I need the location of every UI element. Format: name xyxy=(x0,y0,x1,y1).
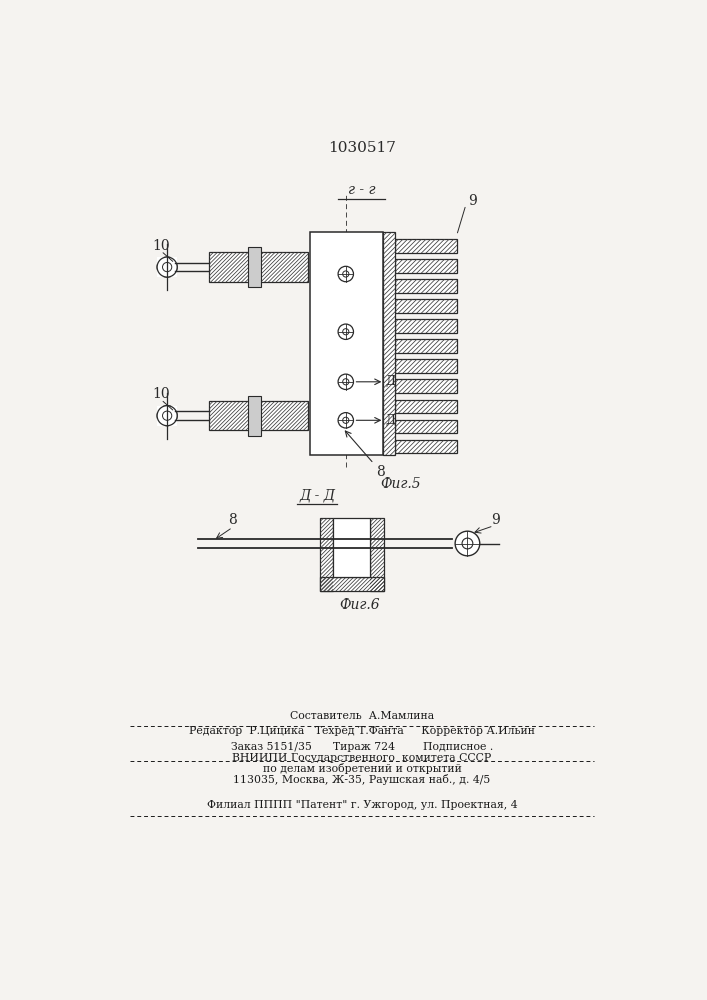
Bar xyxy=(370,518,385,591)
Bar xyxy=(320,577,385,591)
Circle shape xyxy=(455,531,480,556)
Text: Д - Д: Д - Д xyxy=(299,489,335,503)
Text: Д: Д xyxy=(386,414,396,427)
Text: Заказ 5151/35      Тираж 724        Подписное .: Заказ 5151/35 Тираж 724 Подписное . xyxy=(230,742,493,752)
Bar xyxy=(320,518,334,591)
Text: 9: 9 xyxy=(491,513,500,527)
Text: Редактор  Р.Цицика   Техред Т.Фанта     Корректор А.Ильин: Редактор Р.Цицика Техред Т.Фанта Коррект… xyxy=(189,726,535,736)
Bar xyxy=(395,400,457,413)
Bar xyxy=(310,232,382,455)
Circle shape xyxy=(343,417,349,423)
Bar xyxy=(395,239,457,253)
Text: г - г: г - г xyxy=(348,183,375,197)
Circle shape xyxy=(338,413,354,428)
Bar xyxy=(395,379,457,393)
Bar xyxy=(395,299,457,313)
Circle shape xyxy=(338,324,354,339)
Bar xyxy=(382,232,395,455)
Bar xyxy=(395,359,457,373)
Circle shape xyxy=(338,374,354,390)
Bar xyxy=(395,319,457,333)
Bar xyxy=(334,518,370,577)
Text: Фиг.6: Фиг.6 xyxy=(339,598,380,612)
Bar xyxy=(247,396,262,436)
Circle shape xyxy=(338,266,354,282)
Text: 10: 10 xyxy=(152,387,170,401)
Text: Филиал ПППП "Патент" г. Ужгород, ул. Проектная, 4: Филиал ПППП "Патент" г. Ужгород, ул. Про… xyxy=(206,800,518,810)
Text: Фиг.5: Фиг.5 xyxy=(380,477,421,491)
Bar xyxy=(395,420,457,433)
Text: 8: 8 xyxy=(228,513,237,527)
Text: ВНИИПИ Государственного  комитета СССР: ВНИИПИ Государственного комитета СССР xyxy=(233,753,491,763)
Text: 1030517: 1030517 xyxy=(328,141,396,155)
Circle shape xyxy=(343,329,349,335)
Bar xyxy=(334,518,370,577)
Text: 8: 8 xyxy=(345,431,385,479)
Bar xyxy=(395,279,457,293)
Text: 10: 10 xyxy=(152,239,170,253)
Text: по делам изобретений и открытий: по делам изобретений и открытий xyxy=(262,763,462,774)
Text: 113035, Москва, Ж-35, Раушская наб., д. 4/5: 113035, Москва, Ж-35, Раушская наб., д. … xyxy=(233,774,491,785)
Circle shape xyxy=(343,271,349,277)
Bar xyxy=(395,259,457,273)
Bar xyxy=(395,440,457,453)
Text: Составитель  А.Мамлина: Составитель А.Мамлина xyxy=(290,711,434,721)
Bar xyxy=(157,257,177,277)
Circle shape xyxy=(157,257,177,277)
Text: 9: 9 xyxy=(468,194,477,208)
Text: Д: Д xyxy=(386,375,396,388)
Circle shape xyxy=(157,406,177,426)
Bar xyxy=(157,406,177,426)
Bar xyxy=(209,252,308,282)
Bar xyxy=(395,339,457,353)
Bar xyxy=(209,401,308,430)
Circle shape xyxy=(343,379,349,385)
Bar xyxy=(247,247,262,287)
